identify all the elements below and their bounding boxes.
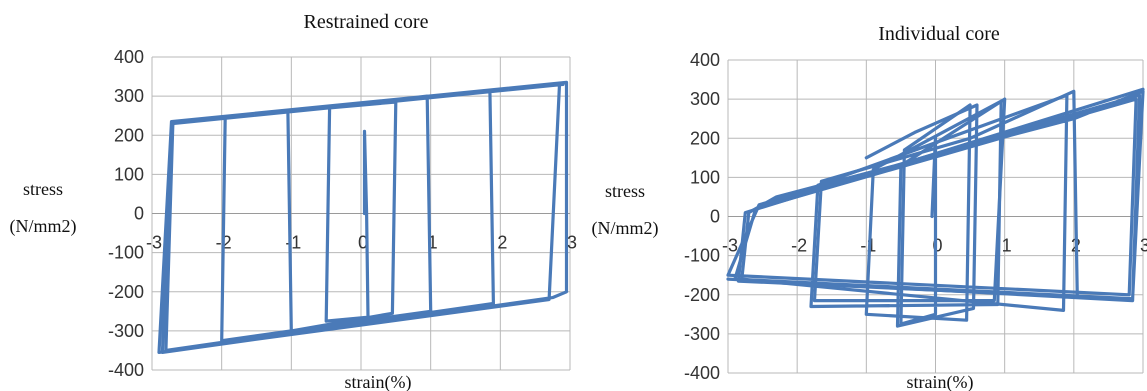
y-tick-labels: 400 300 200 100 0 -100 -200 -300 -400 — [108, 47, 144, 380]
x-tick-label: -2 — [791, 236, 807, 256]
y-tick-label: 100 — [690, 167, 720, 187]
y-tick-label: 400 — [114, 47, 144, 67]
y-axis-label-line2: (N/mm2) — [10, 216, 77, 237]
y-tick-label: -300 — [684, 324, 720, 344]
x-tick-label: -3 — [146, 233, 162, 253]
y-tick-label: -200 — [684, 285, 720, 305]
chart-title: Individual core — [878, 23, 1000, 45]
y-tick-label: -200 — [108, 282, 144, 302]
y-tick-labels: 400 300 200 100 0 -100 -200 -300 -400 — [684, 50, 720, 383]
x-tick-label: 1 — [428, 233, 438, 253]
hysteresis-curves — [726, 87, 1145, 328]
y-tick-label: 300 — [114, 86, 144, 106]
y-tick-label: 300 — [690, 89, 720, 109]
y-axis-label-line1: stress — [605, 181, 645, 201]
chart-individual-core: Individual core 4003002001000-100-200-30… — [592, 23, 1147, 391]
x-tick-label: -3 — [722, 236, 738, 256]
x-tick-label: 2 — [497, 233, 507, 253]
y-tick-label: -100 — [108, 243, 144, 263]
y-tick-label: -400 — [108, 360, 144, 380]
y-tick-label: 100 — [114, 164, 144, 184]
y-tick-label: -100 — [684, 246, 720, 266]
x-tick-labels: -3 -2 -1 0 1 2 3 — [146, 233, 577, 253]
x-tick-label: 3 — [567, 233, 577, 253]
chart-restrained-core: Restrained core 4003002001000-100-200-30… — [10, 11, 578, 391]
chart-title: Restrained core — [304, 11, 429, 33]
y-tick-label: 400 — [690, 50, 720, 70]
x-axis-label: strain(%) — [907, 372, 974, 391]
y-tick-label: 0 — [710, 207, 720, 227]
y-tick-label: -300 — [108, 321, 144, 341]
hysteresis-curves — [157, 80, 569, 354]
y-tick-label: 200 — [114, 125, 144, 145]
hysteresis-series-1 — [736, 87, 1145, 328]
hysteresis-series-0 — [157, 80, 569, 354]
x-axis-label: strain(%) — [345, 372, 412, 391]
y-tick-label: 0 — [134, 204, 144, 224]
x-tick-label: 0 — [932, 236, 942, 256]
y-tick-label: 200 — [690, 128, 720, 148]
x-tick-label: -1 — [285, 233, 301, 253]
x-tick-label: 1 — [1002, 236, 1012, 256]
y-axis-label-line1: stress — [23, 179, 63, 199]
y-axis-label-line2: (N/mm2) — [592, 218, 659, 239]
x-tick-label: 3 — [1140, 236, 1147, 256]
y-tick-label: -400 — [684, 363, 720, 383]
x-tick-label: 0 — [358, 233, 368, 253]
